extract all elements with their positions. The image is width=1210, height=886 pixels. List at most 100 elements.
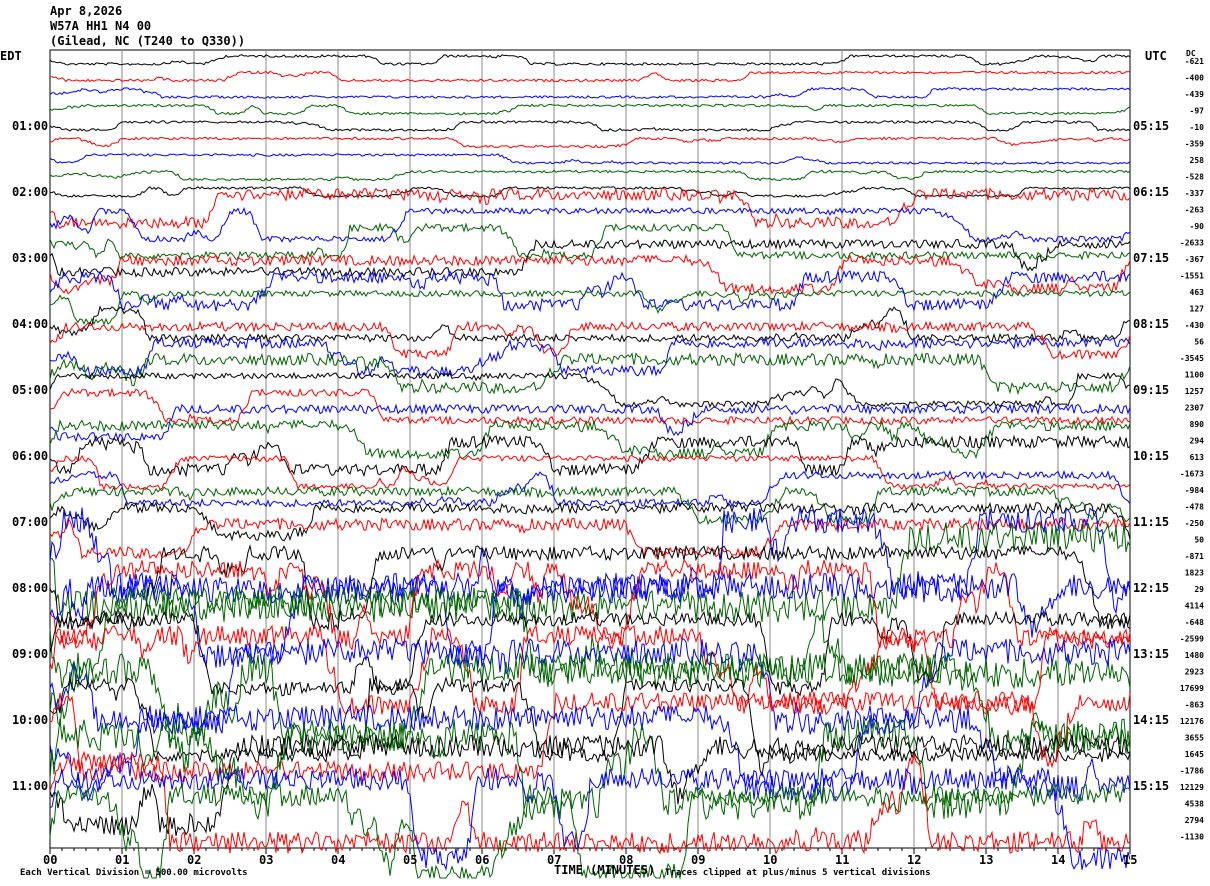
right-axis-label: UTC	[1145, 49, 1167, 63]
dc-offset-label: -3545	[1180, 354, 1204, 363]
dc-offset-label: -2599	[1180, 635, 1204, 644]
seismic-trace	[49, 387, 1131, 426]
utc-hour-label: 10:15	[1133, 449, 1169, 463]
dc-offset-label: -478	[1185, 503, 1204, 512]
dc-offset-label: 890	[1190, 420, 1205, 429]
seismic-trace	[49, 716, 1131, 821]
seismic-trace	[49, 336, 1131, 378]
edt-hour-label: 03:00	[12, 251, 48, 265]
x-tick-label: 13	[979, 853, 993, 867]
seismic-trace	[49, 320, 1131, 361]
edt-hour-label: 09:00	[12, 647, 48, 661]
x-tick-label: 14	[1051, 853, 1065, 867]
seismic-trace	[49, 54, 1131, 66]
dc-offset-label: -871	[1185, 552, 1204, 561]
seismic-trace	[49, 70, 1131, 83]
seismic-trace	[49, 750, 1131, 855]
dc-offset-label: 4114	[1185, 602, 1204, 611]
seismic-trace	[49, 558, 1131, 651]
seismic-trace	[49, 766, 1131, 872]
dc-offset-label: 3655	[1185, 734, 1204, 743]
dc-offset-label: -250	[1185, 519, 1204, 528]
dc-offset-label: 1100	[1185, 371, 1204, 380]
seismic-trace	[49, 269, 1131, 313]
seismic-trace	[49, 676, 1131, 764]
edt-hour-label: 08:00	[12, 581, 48, 595]
utc-hour-label: 07:15	[1133, 251, 1169, 265]
seismic-trace	[49, 187, 1131, 230]
dc-offset-label: -97	[1190, 107, 1205, 116]
dc-offset-label: -400	[1185, 74, 1204, 83]
x-tick-label: 01	[115, 853, 129, 867]
dc-offset-label: -10	[1190, 123, 1205, 132]
edt-hour-label: 01:00	[12, 119, 48, 133]
utc-hour-label: 13:15	[1133, 647, 1169, 661]
dc-offset-label: 56	[1194, 338, 1204, 347]
scale-note: Each Vertical Division = 500.00 microvol…	[20, 867, 248, 878]
dc-offset-label: 463	[1190, 288, 1205, 297]
utc-hour-label: 15:15	[1133, 779, 1169, 793]
dc-offset-label: 2307	[1185, 404, 1204, 413]
edt-hour-label: 02:00	[12, 185, 48, 199]
dc-offset-label: -621	[1185, 57, 1204, 66]
seismic-trace	[49, 402, 1131, 443]
seismic-trace	[49, 610, 1131, 697]
dc-offset-label: 127	[1190, 305, 1205, 314]
edt-hour-label: 06:00	[12, 449, 48, 463]
seismic-trace	[49, 516, 1131, 561]
dc-offset-label: -90	[1190, 222, 1205, 231]
dc-offset-label: 17699	[1180, 684, 1204, 693]
x-tick-label: 00	[43, 853, 57, 867]
edt-hour-label: 11:00	[12, 779, 48, 793]
left-axis-label: EDT	[0, 49, 22, 63]
seismic-trace	[49, 253, 1131, 296]
utc-hour-label: 11:15	[1133, 515, 1169, 529]
x-axis-label: TIME (MINUTES)	[554, 863, 655, 877]
dc-offset-label: -528	[1185, 173, 1204, 182]
utc-hour-label: 08:15	[1133, 317, 1169, 331]
seismic-trace	[49, 153, 1131, 165]
clip-note: Traces clipped at plus/minus 5 vertical …	[665, 867, 931, 878]
utc-hour-label: 12:15	[1133, 581, 1169, 595]
dc-offset-label: 4538	[1185, 800, 1204, 809]
dc-offset-label: -337	[1185, 189, 1204, 198]
seismic-trace	[49, 305, 1131, 344]
dc-offset-label: -984	[1185, 486, 1204, 495]
seismic-trace	[49, 418, 1131, 460]
dc-offset-label: 12176	[1180, 717, 1204, 726]
dc-offset-label: 1645	[1185, 750, 1204, 759]
edt-hour-label: 04:00	[12, 317, 48, 331]
x-tick-label: 15	[1123, 853, 1137, 867]
dc-offset-label: -2633	[1180, 239, 1204, 248]
seismic-trace	[49, 544, 1131, 632]
dc-offset-label: 613	[1190, 453, 1205, 462]
seismic-trace	[49, 637, 1131, 736]
edt-hour-label: 07:00	[12, 515, 48, 529]
seismic-trace	[49, 289, 1131, 326]
seismic-trace	[49, 206, 1131, 243]
seismic-trace	[49, 650, 1131, 756]
dc-offset-label: -359	[1185, 140, 1204, 149]
x-tick-label: 04	[331, 853, 345, 867]
x-tick-label: 09	[691, 853, 705, 867]
seismic-trace	[49, 469, 1131, 508]
dc-offset-label: 258	[1190, 156, 1205, 165]
dc-offset-label: 1480	[1185, 651, 1204, 660]
seismic-trace	[49, 169, 1131, 182]
dc-offset-label: -1551	[1180, 272, 1204, 281]
dc-offset-label: -1673	[1180, 470, 1204, 479]
seismic-trace	[49, 690, 1131, 784]
x-tick-label: 12	[907, 853, 921, 867]
date-label: Apr 8,2026	[50, 4, 123, 18]
dc-offset-label: 2794	[1185, 816, 1204, 825]
seismic-trace	[49, 454, 1131, 491]
x-tick-label: 11	[835, 853, 849, 867]
dc-offset-label: -863	[1185, 701, 1204, 710]
seismic-trace	[49, 584, 1131, 690]
x-tick-label: 10	[763, 853, 777, 867]
seismic-trace	[49, 501, 1131, 542]
edt-hour-label: 10:00	[12, 713, 48, 727]
seismic-trace	[49, 521, 1131, 624]
x-tick-label: 06	[475, 853, 489, 867]
